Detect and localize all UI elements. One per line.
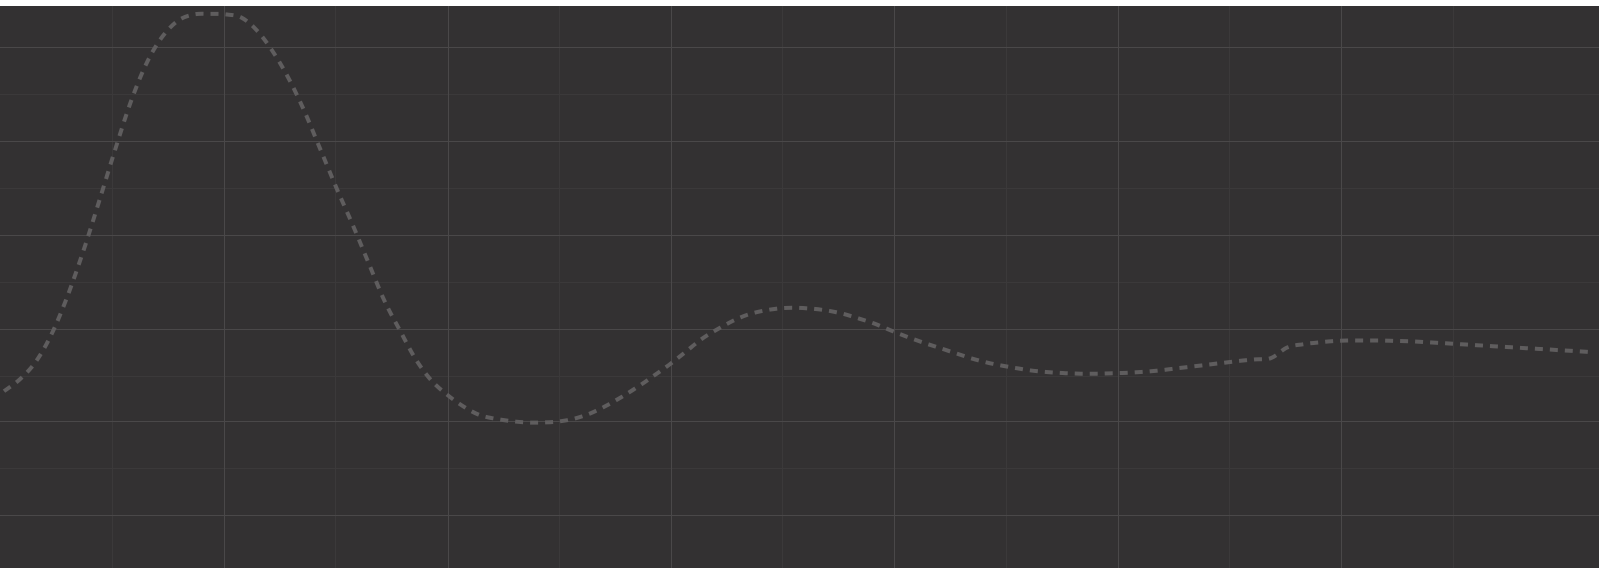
graph-panel [0,6,1599,568]
response-curve-graph [0,6,1599,568]
dashed-curve [2,11,1589,425]
grid-minor-lines [0,6,1599,568]
grid-major-lines [0,6,1599,568]
